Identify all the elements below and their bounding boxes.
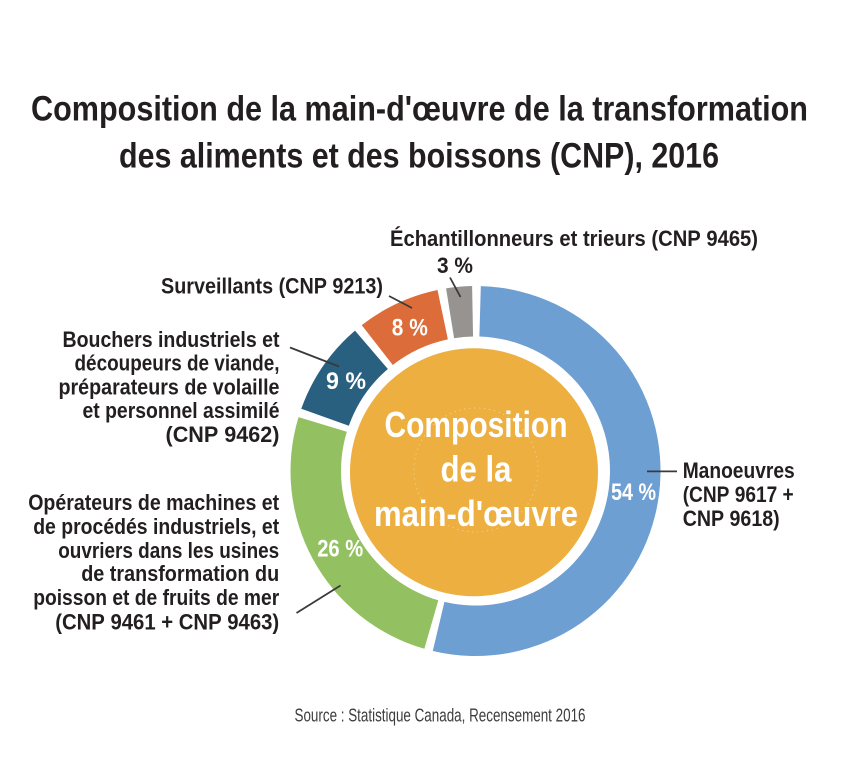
svg-text:Composition: Composition — [385, 404, 568, 445]
svg-text:Bouchers industriels et: Bouchers industriels et — [63, 327, 281, 352]
svg-text:Opérateurs de machines et: Opérateurs de machines et — [28, 490, 280, 515]
svg-text:découpeurs de viande,: découpeurs de viande, — [75, 351, 280, 376]
svg-text:8 %: 8 % — [392, 315, 428, 342]
svg-text:26 %: 26 % — [317, 536, 363, 563]
svg-text:et personnel assimilé: et personnel assimilé — [83, 398, 280, 423]
svg-text:CNP 9618): CNP 9618) — [683, 506, 780, 531]
svg-text:de transformation du: de transformation du — [81, 561, 279, 586]
svg-text:3 %: 3 % — [437, 253, 473, 278]
svg-text:54 %: 54 % — [611, 479, 656, 506]
svg-text:des aliments et des boissons (: des aliments et des boissons (CNP), 2016 — [119, 137, 719, 176]
svg-text:(CNP 9462): (CNP 9462) — [166, 422, 280, 447]
svg-text:Composition de la main-d'œuvre: Composition de la main-d'œuvre de la tra… — [31, 90, 808, 129]
svg-text:Surveillants (CNP 9213): Surveillants (CNP 9213) — [161, 274, 383, 299]
svg-text:de procédés industriels, et: de procédés industriels, et — [33, 514, 280, 539]
svg-text:de la: de la — [441, 449, 513, 490]
svg-text:Échantillonneurs et trieurs (C: Échantillonneurs et trieurs (CNP 9465) — [390, 226, 758, 251]
svg-text:9 %: 9 % — [326, 368, 366, 395]
svg-text:(CNP 9461 + CNP 9463): (CNP 9461 + CNP 9463) — [55, 610, 279, 635]
svg-text:poisson et de fruits de mer: poisson et de fruits de mer — [33, 585, 279, 610]
svg-text:Manoeuvres: Manoeuvres — [683, 458, 795, 483]
svg-text:préparateurs de volaille: préparateurs de volaille — [59, 374, 280, 399]
svg-text:(CNP 9617 +: (CNP 9617 + — [683, 482, 794, 507]
svg-text:ouvriers dans les usines: ouvriers dans les usines — [58, 538, 279, 563]
svg-text:Source : Statistique Canada, R: Source : Statistique Canada, Recensement… — [295, 706, 586, 726]
svg-text:main-d'œuvre: main-d'œuvre — [374, 493, 578, 534]
